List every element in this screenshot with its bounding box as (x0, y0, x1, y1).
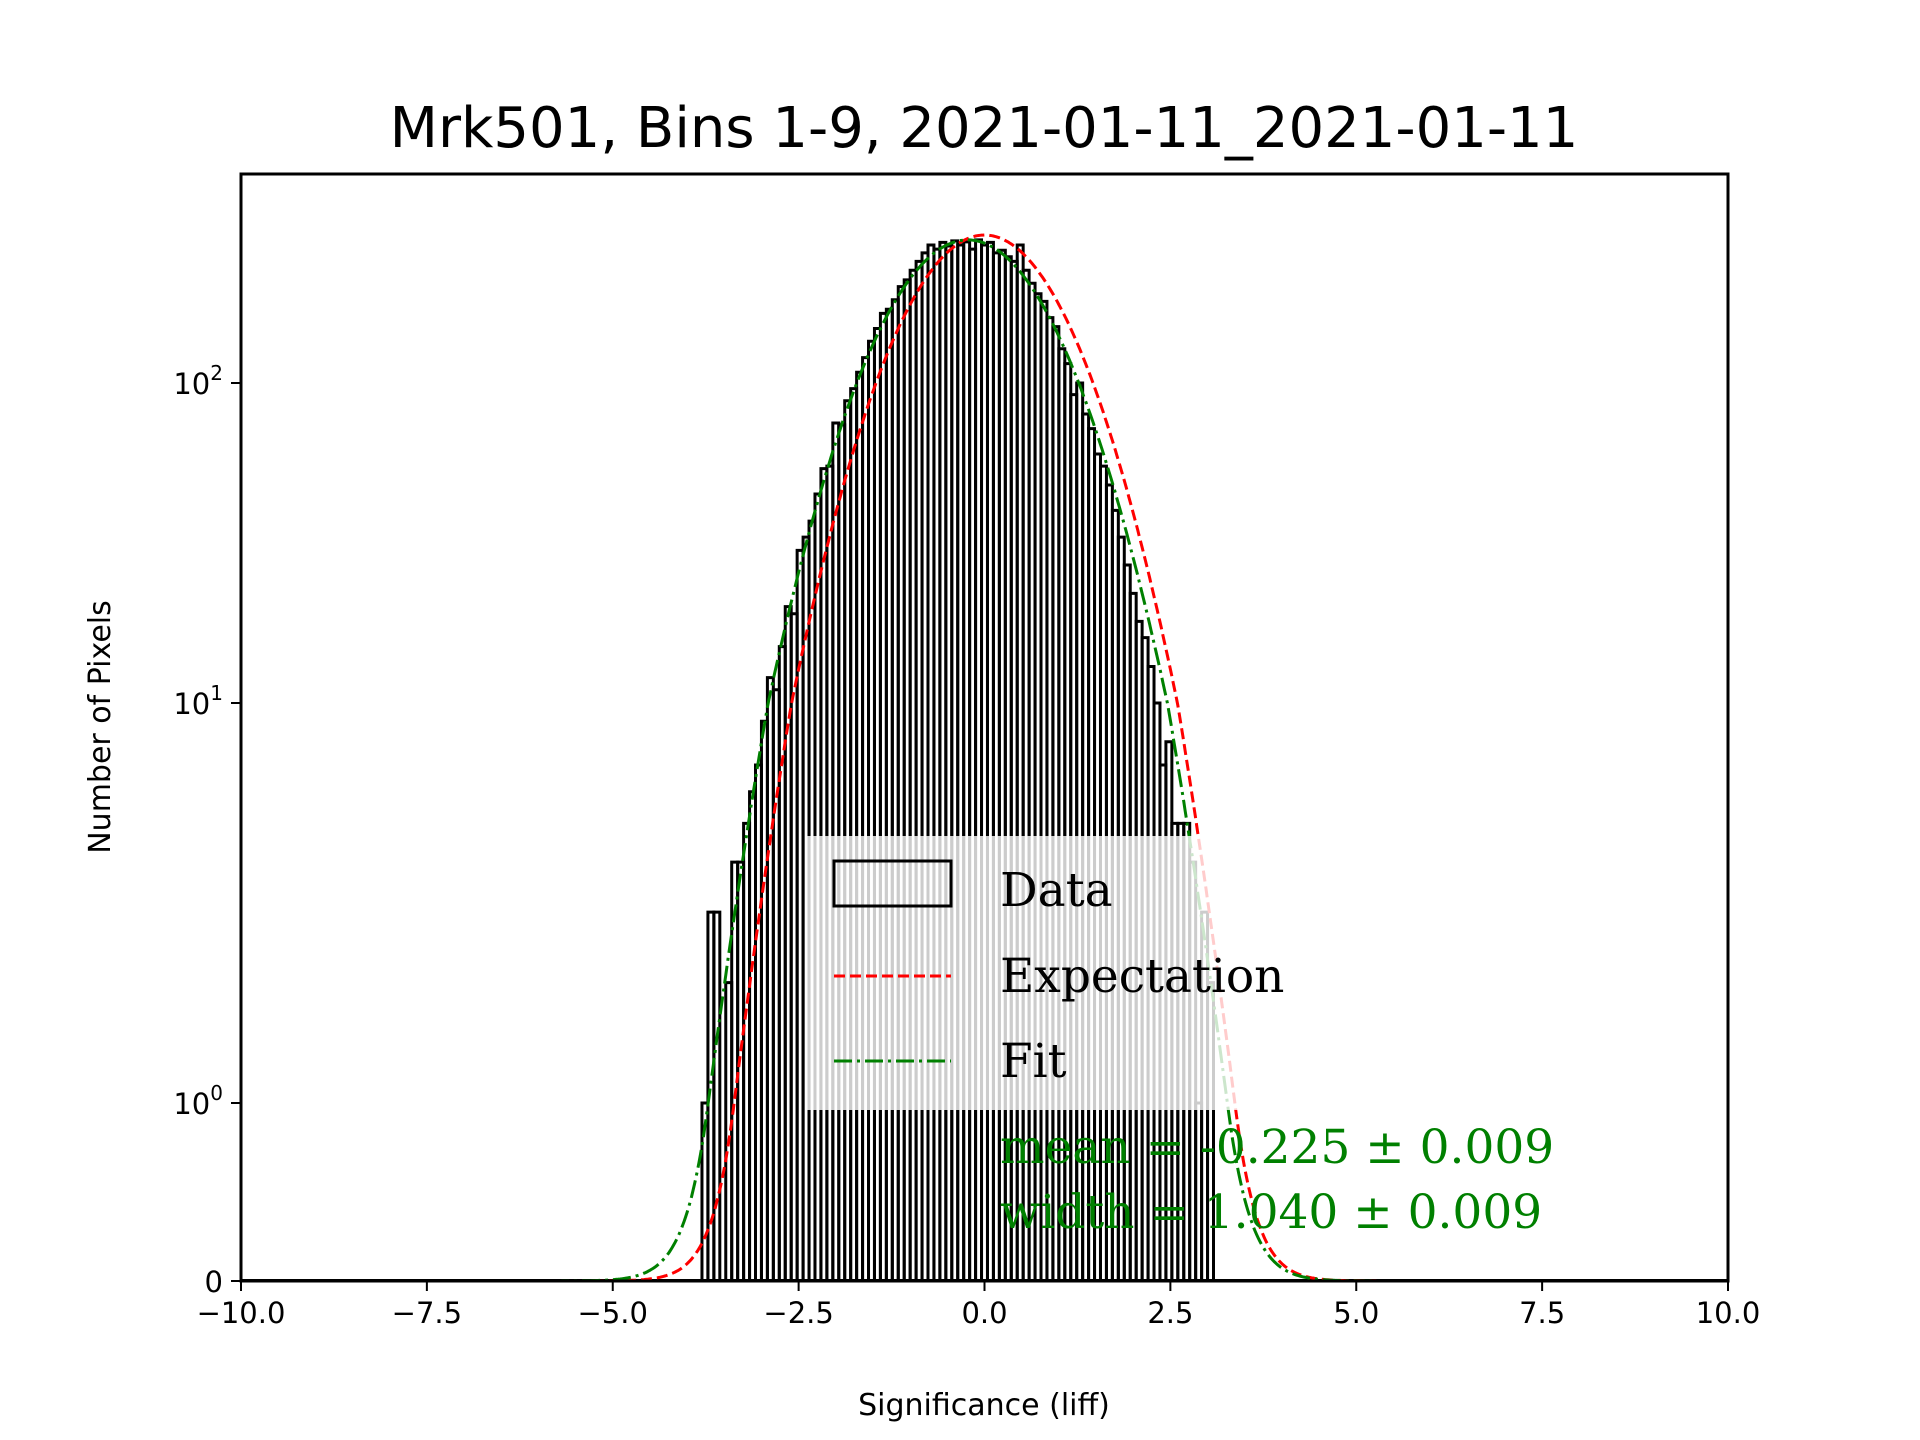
x-tick-label: −5.0 (578, 1296, 648, 1330)
x-tick-label: 10.0 (1696, 1296, 1761, 1330)
histogram-bar (712, 910, 722, 1281)
legend-label-fit: Fit (1000, 1034, 1067, 1089)
legend-background (806, 836, 1366, 1110)
y-tick-label: 101 (173, 681, 223, 721)
axes-frame (239, 172, 1730, 1283)
y-tick-label: 0 (205, 1265, 223, 1299)
x-tick-label: 7.5 (1519, 1296, 1565, 1330)
x-tick-label: 2.5 (1147, 1296, 1193, 1330)
fit-curve (241, 238, 1728, 1281)
y-axis-label: Number of Pixels (83, 600, 118, 854)
x-axis-label: Significance (liff) (858, 1388, 1110, 1423)
x-tick-label: −7.5 (392, 1296, 462, 1330)
axes: −10.0 −7.5 −5.0 −2.5 0.0 2.5 5.0 7.5 10.0 0 100 101… (173, 172, 1761, 1330)
x-tick-label: −2.5 (763, 1296, 833, 1330)
y-tick-label: 100 (173, 1081, 223, 1121)
legend-label-expectation: Expectation (1000, 949, 1284, 1004)
x-tick-label: 0.0 (961, 1296, 1007, 1330)
y-tick-label: 102 (173, 361, 223, 401)
fit-width-annotation: width = 1.040 ± 0.009 (1000, 1185, 1542, 1240)
legend: Data Expectation Fit (806, 836, 1366, 1110)
legend-swatch-data (832, 859, 953, 908)
x-tick-label: −10.0 (197, 1296, 286, 1330)
fit-mean-annotation: mean = -0.225 ± 0.009 (1000, 1120, 1554, 1175)
legend-label-data: Data (1000, 863, 1113, 918)
x-tick-label: 5.0 (1333, 1296, 1379, 1330)
chart-title: Mrk501, Bins 1-9, 2021-01-11_2021-01-11 (390, 96, 1579, 161)
